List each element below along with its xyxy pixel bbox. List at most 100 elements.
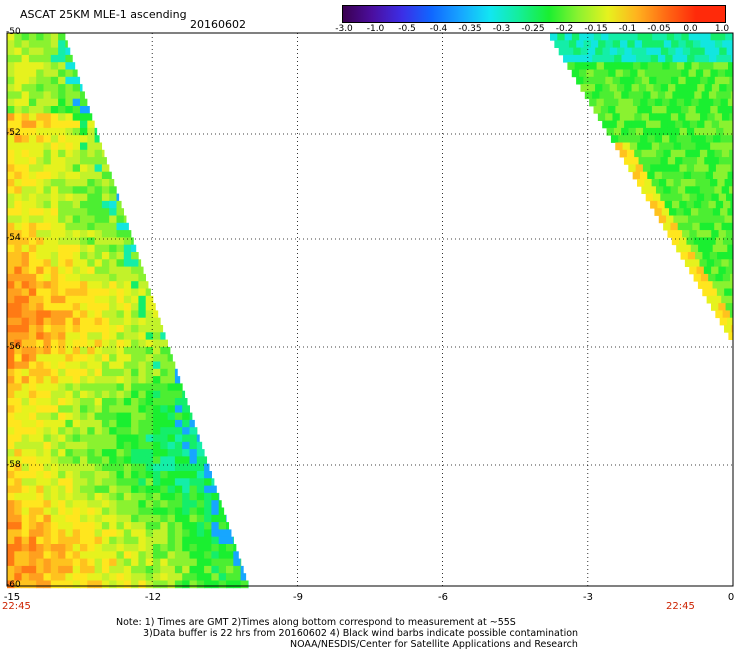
swath-cell	[109, 295, 117, 304]
swath-cell	[652, 69, 660, 78]
swath-cell	[50, 544, 59, 552]
swath-cell	[28, 200, 37, 209]
swath-cell	[50, 536, 59, 545]
swath-cell	[687, 54, 695, 63]
swath-cell	[36, 288, 44, 297]
swath-cell	[7, 412, 15, 421]
swath-cell	[722, 310, 731, 319]
swath-cell	[101, 514, 110, 523]
swath-cell	[14, 325, 22, 333]
swath-cell	[593, 69, 602, 78]
swath-cell	[659, 33, 668, 41]
swath-cell	[570, 54, 579, 63]
swath-cell	[36, 33, 44, 41]
swath-cell	[226, 558, 234, 567]
swath-cell	[719, 317, 728, 326]
swath-cell	[58, 485, 66, 494]
swath-cell	[138, 463, 147, 472]
swath-cell	[43, 310, 52, 319]
swath-cell	[702, 288, 710, 297]
swath-cell	[138, 266, 144, 275]
swath-cell	[28, 368, 37, 377]
swath-cell	[7, 558, 15, 567]
swath-cell	[680, 215, 689, 224]
time-label-right: 22:45	[666, 601, 695, 612]
swath-cell	[679, 54, 688, 63]
swath-cell	[72, 317, 81, 326]
swath-cell	[145, 354, 154, 362]
swath-cell	[688, 179, 696, 187]
swath-cell	[94, 580, 103, 589]
swath-cell	[160, 544, 168, 552]
swath-cell	[36, 522, 44, 530]
swath-cell	[14, 230, 22, 238]
swath-cell	[80, 120, 88, 129]
swath-cell	[123, 295, 132, 304]
swath-cell	[660, 120, 669, 129]
swath-cell	[36, 149, 44, 158]
swath-cell	[153, 514, 161, 523]
swath-cell	[80, 368, 88, 377]
colorbar-label: 1.0	[714, 24, 730, 34]
swath-cell	[123, 573, 132, 581]
swath-cell	[116, 441, 125, 450]
swath-cell	[21, 565, 30, 574]
swath-cell	[14, 113, 22, 121]
swath-cell	[167, 478, 176, 486]
swath-cell	[65, 361, 74, 370]
swath-cell	[167, 492, 176, 501]
swath-cell	[182, 580, 190, 589]
swath-cell	[50, 106, 59, 114]
swath-cell	[685, 113, 694, 121]
swath-cell	[65, 222, 74, 231]
swath-cell	[656, 149, 664, 158]
swath-cell	[123, 215, 127, 224]
swath-cell	[643, 127, 651, 136]
swath-cell	[101, 303, 110, 311]
swath-cell	[705, 98, 714, 107]
swath-cell	[50, 208, 59, 216]
swath-cell	[28, 332, 37, 340]
swath-cell	[80, 463, 88, 472]
lon-label-3: -3	[583, 592, 593, 603]
swath-cell	[153, 303, 156, 311]
swath-cell	[708, 164, 717, 173]
swath-cell	[43, 222, 52, 231]
swath-cell	[664, 164, 673, 173]
swath-cell	[189, 412, 193, 421]
swath-cell	[630, 69, 638, 78]
swath-cell	[587, 47, 596, 56]
swath-cell	[80, 295, 88, 304]
swath-cell	[624, 84, 632, 92]
swath-cell	[651, 179, 660, 187]
swath-cell	[21, 33, 30, 41]
swath-cell	[43, 376, 52, 384]
swath-cell	[58, 273, 66, 282]
swath-cell	[718, 266, 727, 275]
swath-cell	[571, 69, 580, 78]
swath-cell	[14, 573, 22, 581]
swath-cell	[153, 536, 161, 545]
swath-cell	[145, 471, 154, 479]
swath-cell	[58, 412, 66, 421]
swath-cell	[14, 434, 22, 443]
swath-cell	[138, 456, 147, 465]
swath-cell	[94, 427, 103, 435]
swath-cell	[717, 179, 726, 187]
swath-cell	[138, 565, 147, 574]
swath-cell	[167, 441, 176, 450]
swath-cell	[58, 441, 66, 450]
swath-cell	[204, 471, 212, 479]
swath-cell	[123, 339, 132, 348]
colorbar-label: -0.35	[458, 24, 482, 34]
swath-cell	[65, 98, 74, 107]
swath-cell	[683, 244, 692, 253]
swath-cell	[28, 536, 37, 545]
swath-cell	[712, 47, 720, 56]
swath-cell	[637, 33, 646, 41]
swath-cell	[72, 514, 81, 523]
swath-cell	[687, 252, 696, 260]
swath-cell	[638, 120, 647, 129]
swath-cell	[7, 47, 15, 56]
swath-cell	[87, 317, 95, 326]
